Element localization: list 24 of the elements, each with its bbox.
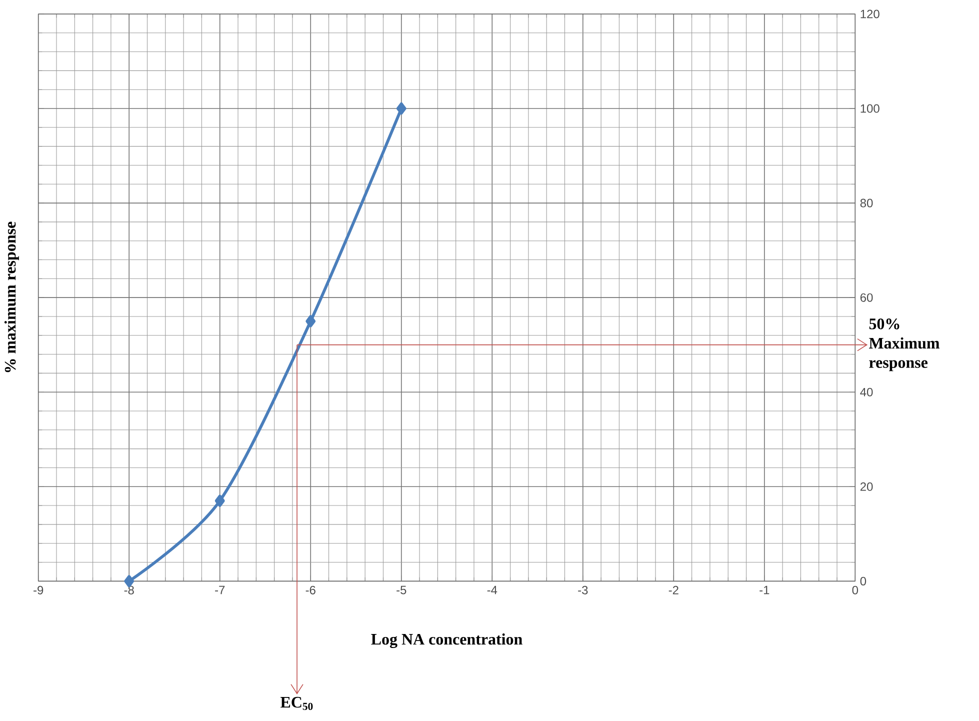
x-tick-label: -9	[34, 586, 44, 594]
x-tick-label: 0	[852, 586, 858, 594]
y-tick-label: 40	[860, 388, 873, 396]
x-axis-title: Log NA concentration	[371, 633, 522, 648]
x-tick-label: -1	[760, 586, 770, 594]
x-tick-label: -4	[487, 586, 498, 594]
y-tick-label: 120	[860, 10, 880, 18]
x-tick-label: -3	[578, 586, 588, 594]
ref-line-label: EC$_{50}$	[280, 696, 313, 710]
x-tick-label: -7	[215, 586, 225, 594]
y-tick-label: 0	[860, 576, 866, 586]
x-tick-label: -6	[306, 586, 316, 594]
y-tick-label: 100	[860, 104, 880, 113]
x-tick-label: -8	[124, 586, 134, 594]
y-axis-title: % maximum response	[4, 222, 19, 372]
point	[214, 494, 225, 507]
y-tick-label: 60	[860, 293, 873, 302]
y-tick-label: 20	[860, 482, 873, 491]
point	[306, 315, 316, 328]
point	[396, 102, 406, 115]
y-tick-label: 80	[860, 198, 873, 208]
x-tick-label: -5	[396, 586, 406, 594]
ref-line-label: 50% Maximum response	[869, 318, 940, 372]
x-tick-label: -2	[668, 586, 678, 594]
